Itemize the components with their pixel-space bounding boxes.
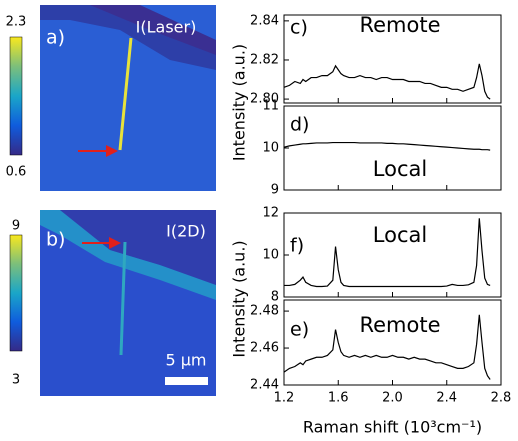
colorbar-min: 0.6 (6, 165, 27, 180)
y-tick-label: 10 (262, 141, 279, 156)
scalebar-label: 5 µm (165, 351, 206, 370)
y-axis-label: Intensity (a.u.) (230, 240, 249, 357)
x-tick-label: 1.6 (328, 391, 349, 406)
colorbar (9, 234, 23, 352)
spectrum (283, 314, 491, 380)
y-tick-label: 11 (262, 99, 279, 114)
colorbar-max: 9 (12, 219, 20, 234)
panel-label: b) (46, 229, 65, 251)
panel-label: f) (290, 235, 304, 257)
x-tick-label: 2.0 (382, 391, 403, 406)
y-tick-label: 2.46 (250, 341, 279, 356)
spectrum (283, 141, 491, 151)
y-tick-label: 2.44 (250, 378, 279, 393)
panel-label: c) (290, 17, 308, 39)
x-tick-label: 2.4 (436, 391, 457, 406)
x-tick-label: 2.8 (491, 391, 512, 406)
y-axis-label: Intensity (a.u.) (230, 44, 249, 161)
y-tick-label: 9 (271, 183, 279, 198)
region (40, 5, 216, 70)
arrow-head (106, 145, 118, 157)
y-tick-label: 2.48 (250, 304, 279, 319)
colorbar-min: 3 (12, 373, 20, 388)
x-tick-label: 1.2 (274, 391, 295, 406)
spectrum (284, 218, 491, 288)
panel-label: d) (290, 114, 309, 136)
scalebar (165, 377, 208, 385)
flake (119, 241, 127, 356)
annotation: Remote (359, 13, 440, 37)
panel-a: a) I(Laser) 2.3 0.6 (6, 5, 216, 191)
annotation: Remote (359, 313, 440, 337)
x-axis-label: Raman shift (10³cm⁻¹) (303, 418, 482, 437)
annotation: Local (373, 157, 427, 181)
annotation: Local (373, 223, 427, 247)
y-tick-label: 2.84 (250, 13, 279, 28)
panel-label: e) (290, 319, 309, 341)
flake (118, 37, 133, 151)
y-tick-label: 10 (262, 248, 279, 263)
colorbar (9, 36, 23, 156)
y-tick-label: 12 (262, 206, 279, 221)
y-tick-label: 2.82 (250, 52, 279, 67)
y-tick-label: 2.80 (250, 92, 279, 107)
panel-label: a) (46, 27, 65, 49)
panel-title: I(Laser) (136, 18, 197, 37)
region (40, 210, 216, 300)
arrow-head (109, 237, 121, 249)
y-tick-label: 8 (271, 290, 279, 305)
region (90, 5, 216, 55)
colorbar-max: 2.3 (6, 15, 27, 30)
panel-title: I(2D) (166, 222, 206, 241)
spectrum (283, 63, 491, 100)
panel-b: b) I(2D) 5 µm 9 3 (9, 210, 216, 396)
region (40, 210, 216, 285)
